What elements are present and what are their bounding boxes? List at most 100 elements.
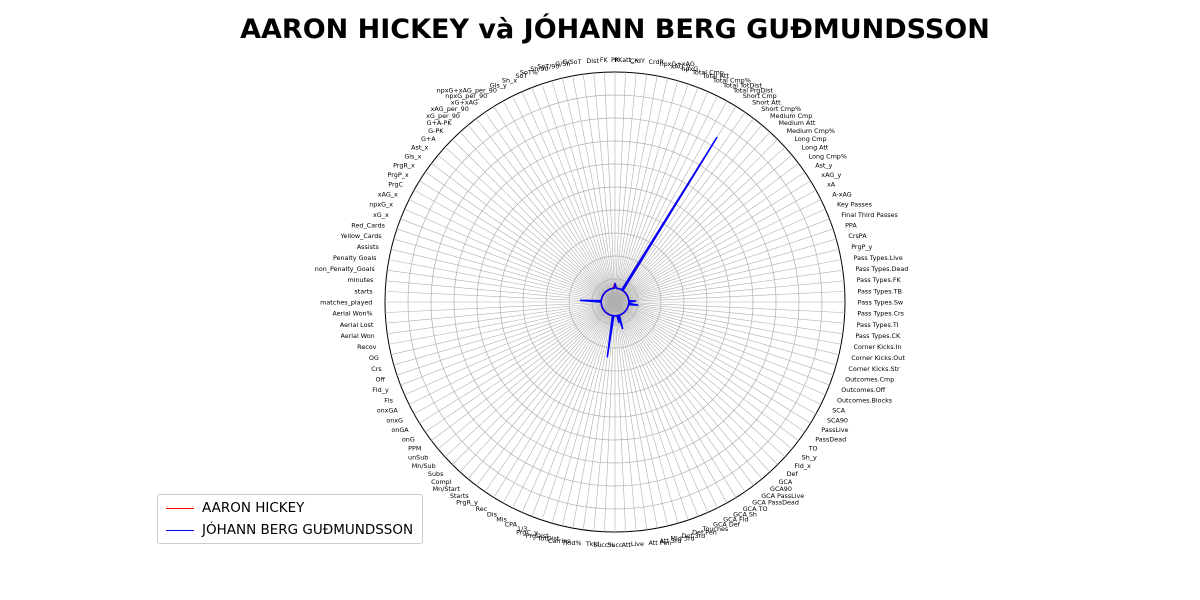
- category-label: Pass Types.Dead: [855, 265, 908, 273]
- category-label: Long Cmp: [794, 135, 826, 143]
- category-label: PPA: [845, 221, 857, 229]
- category-label: G+A: [421, 135, 436, 143]
- category-label: Def: [787, 470, 799, 478]
- category-label: Yellow_Cards: [339, 232, 382, 240]
- legend-label: JÓHANN BERG GUĐMUNDSSON: [202, 522, 414, 538]
- grid-spoke: [593, 72, 616, 303]
- grid-spoke: [614, 301, 778, 465]
- grid-spoke: [614, 228, 834, 303]
- grid-spoke: [614, 78, 668, 303]
- grid-spoke: [604, 72, 616, 303]
- category-label: Fld_x: [794, 462, 811, 470]
- category-label: xAG_x: [378, 190, 398, 198]
- grid-spoke: [614, 301, 728, 504]
- series-line-1: [579, 136, 718, 358]
- category-label: Assists: [357, 243, 380, 251]
- category-label: Final Third Passes: [841, 211, 898, 219]
- grid-spoke: [614, 301, 811, 424]
- category-label: PPM: [408, 445, 421, 453]
- grid-spoke: [614, 301, 658, 529]
- category-label: GCA TO: [743, 505, 768, 513]
- grid-spoke: [614, 83, 689, 303]
- category-label: GCA Fld: [723, 516, 748, 524]
- category-label: Tkld%: [561, 539, 582, 547]
- category-label: non_Penalty_Goals: [315, 265, 376, 273]
- grid-spoke: [614, 301, 830, 386]
- category-label: Mis: [496, 516, 507, 524]
- grid-spoke: [614, 301, 793, 450]
- grid-layer: [384, 71, 846, 533]
- category-label: PrgDist: [526, 532, 549, 540]
- category-label: OG: [369, 354, 379, 362]
- chart-title: AARON HICKEY và JÓHANN BERG GUĐMUNDSSON: [240, 14, 990, 45]
- category-label: Recov: [357, 343, 377, 351]
- category-label: Key Passes: [837, 200, 873, 208]
- grid-spoke: [551, 80, 616, 303]
- category-label: Sh/90: [530, 65, 548, 73]
- category-label: TotDist: [537, 535, 560, 543]
- grid-spoke: [551, 301, 616, 524]
- category-label: GCA PassLive: [761, 492, 804, 500]
- category-label: onGA: [391, 426, 409, 434]
- category-label: Pass Types.Live: [854, 254, 903, 262]
- category-label: Total PrgDist: [732, 87, 773, 95]
- category-label: GCA Def: [713, 520, 741, 528]
- category-label: Red_Cards: [351, 221, 385, 229]
- category-label: Att: [622, 541, 632, 549]
- grid-spoke: [604, 301, 616, 532]
- category-label: Aerial Won: [340, 332, 374, 340]
- grid-spoke: [614, 301, 754, 486]
- category-label: Tkld: [585, 540, 599, 548]
- category-label: Total Att: [702, 72, 730, 80]
- grid-spoke: [614, 301, 817, 415]
- grid-spoke: [614, 91, 709, 303]
- category-label: Medium Cmp%: [787, 127, 835, 135]
- grid-spoke: [614, 100, 728, 303]
- category-label: Att Pen: [649, 539, 672, 547]
- grid-spoke: [437, 301, 616, 450]
- grid-spoke: [572, 301, 616, 529]
- grid-spoke: [614, 80, 679, 303]
- grid-spoke: [614, 301, 799, 441]
- category-label: Fld_y: [372, 386, 389, 394]
- grid-spoke: [396, 228, 616, 303]
- category-label: Sh_y: [802, 454, 817, 462]
- grid-spoke: [614, 301, 786, 458]
- grid-spoke: [459, 131, 616, 303]
- category-label: Dis: [487, 510, 498, 518]
- category-label: xAG_y: [821, 171, 841, 179]
- legend-item-johann-berg: JÓHANN BERG GUĐMUNDSSON: [166, 520, 413, 540]
- grid-spoke: [437, 154, 616, 303]
- category-label: npxG_per_90: [445, 92, 487, 100]
- category-label: SoT/90: [537, 62, 559, 70]
- category-label: Rec: [476, 505, 488, 513]
- grid-spoke: [614, 72, 626, 303]
- grid-spoke: [400, 301, 616, 386]
- grid-spoke: [393, 238, 616, 303]
- category-label: G/SoT: [562, 58, 581, 66]
- grid-spoke: [614, 131, 771, 303]
- grid-spoke: [419, 180, 616, 303]
- legend-swatch-blue: [166, 529, 194, 531]
- grid-spoke: [614, 301, 718, 509]
- category-label: G/Sh: [555, 60, 570, 68]
- grid-spoke: [493, 106, 616, 303]
- grid-spoke: [614, 189, 817, 303]
- category-label: minutes: [348, 276, 375, 284]
- series-layer: [579, 136, 718, 358]
- grid-spoke: [502, 100, 616, 303]
- grid-spoke: [391, 249, 616, 303]
- category-label: Pass Types.TB: [857, 287, 902, 295]
- category-label: Crs: [371, 365, 382, 373]
- grid-spoke: [467, 124, 616, 303]
- grid-spoke: [614, 218, 830, 303]
- category-label: CPA: [505, 520, 518, 528]
- category-label: PKatt_x: [614, 56, 638, 64]
- category-label: npxG_x: [369, 200, 393, 208]
- category-label: onxG: [386, 417, 403, 425]
- category-label: Def 3rd: [681, 532, 705, 540]
- grid-spoke: [614, 259, 842, 303]
- category-label: onxGA: [377, 407, 399, 415]
- grid-spoke: [614, 301, 842, 345]
